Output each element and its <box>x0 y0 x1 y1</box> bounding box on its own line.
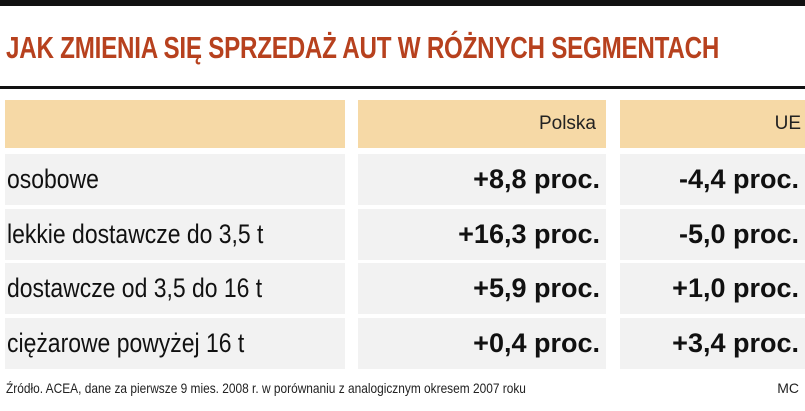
row-label-text: ciężarowe powyżej 16 t <box>7 327 245 358</box>
top-rule <box>0 0 805 6</box>
title: JAK ZMIENIA SIĘ SPRZEDAŻ AUT W RÓŻNYCH S… <box>6 30 720 65</box>
value-cell: +0,4 proc. <box>473 327 600 358</box>
row-background <box>358 208 606 260</box>
row-label: dostawcze od 3,5 do 16 t <box>7 263 347 314</box>
author: MC <box>777 380 799 396</box>
value-cell: +5,9 proc. <box>473 273 600 303</box>
header-cell: UE <box>620 100 805 148</box>
row-background <box>5 317 345 369</box>
value-cell: +1,0 proc. <box>672 273 799 303</box>
row-background <box>5 154 345 205</box>
row-label-text: dostawcze od 3,5 do 16 t <box>7 273 263 303</box>
row-background <box>5 263 345 314</box>
row-label: osobowe <box>7 154 347 205</box>
row-background <box>358 317 606 369</box>
row-label: ciężarowe powyżej 16 t <box>7 318 347 369</box>
row-label: lekkie dostawcze do 3,5 t <box>7 209 347 260</box>
value-cell: +8,8 proc. <box>473 164 600 194</box>
row-background <box>358 263 606 314</box>
source-text: Źródło. ACEA, dane za pierwsze 9 mies. 2… <box>6 380 526 396</box>
title-rule <box>0 86 805 89</box>
row-label-text: lekkie dostawcze do 3,5 t <box>7 218 264 249</box>
value-cell: +3,4 proc. <box>672 327 799 358</box>
row-background <box>620 263 805 314</box>
row-background <box>620 317 805 369</box>
value-cell: -5,0 proc. <box>678 218 799 249</box>
row-background <box>620 154 805 205</box>
header-cell <box>5 100 345 148</box>
value-cell: -4,4 proc. <box>678 164 799 194</box>
header-cell: Polska <box>358 100 606 148</box>
value-cell: +16,3 proc. <box>458 218 600 249</box>
row-label-text: osobowe <box>7 164 99 194</box>
source: Źródło. ACEA, dane za pierwsze 9 mies. 2… <box>6 380 618 396</box>
row-background <box>5 208 345 260</box>
row-background <box>620 208 805 260</box>
row-background <box>358 154 606 205</box>
